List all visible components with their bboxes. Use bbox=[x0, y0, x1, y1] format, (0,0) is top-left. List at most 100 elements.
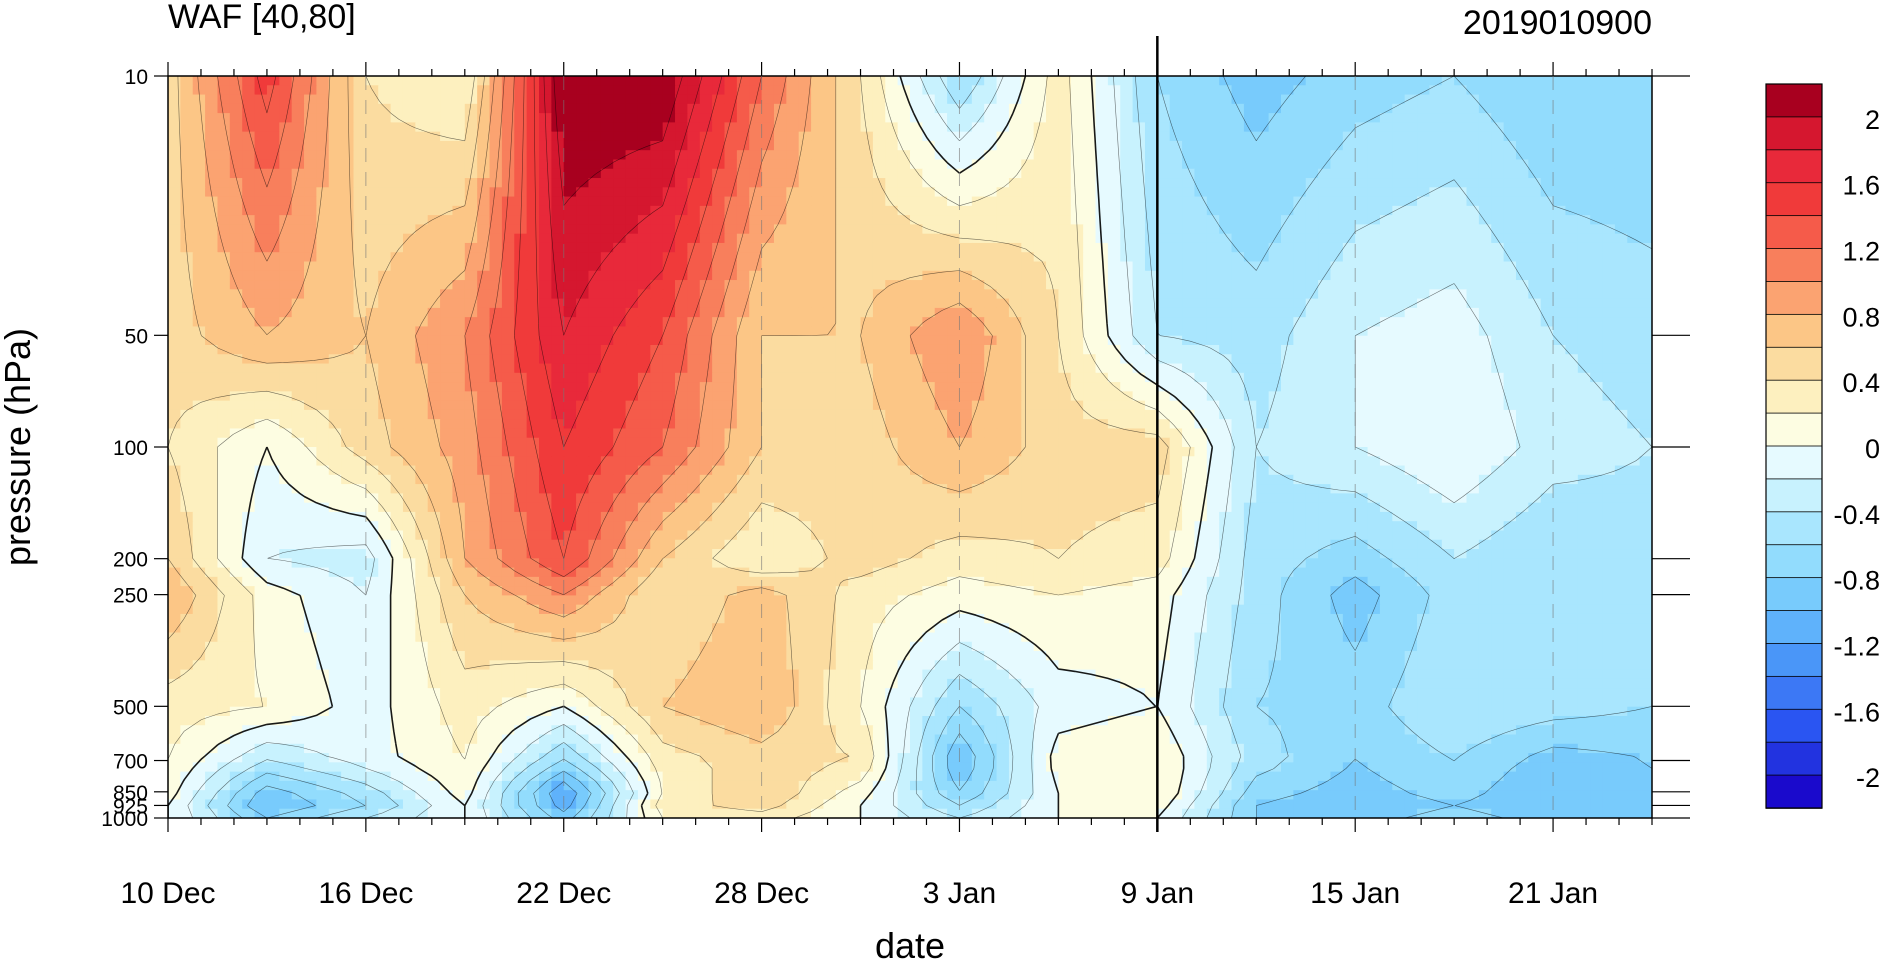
field-cell bbox=[736, 335, 750, 346]
field-cell bbox=[934, 131, 948, 142]
field-cell bbox=[192, 103, 206, 114]
field-cell bbox=[1330, 224, 1344, 235]
field-cell bbox=[1379, 437, 1393, 448]
field-cell bbox=[860, 242, 874, 253]
field-cell bbox=[1206, 168, 1220, 179]
field-cell bbox=[1528, 409, 1542, 420]
field-cell bbox=[786, 409, 800, 420]
field-cell bbox=[1008, 344, 1022, 355]
field-cell bbox=[1454, 261, 1468, 272]
field-cell bbox=[811, 103, 825, 114]
field-cell bbox=[464, 280, 478, 290]
field-cell bbox=[1243, 437, 1257, 448]
field-cell bbox=[761, 178, 775, 188]
field-cell bbox=[1083, 419, 1097, 430]
field-cell bbox=[971, 252, 985, 263]
field-cell bbox=[1602, 187, 1616, 198]
field-cell bbox=[761, 233, 775, 244]
field-cell bbox=[984, 447, 998, 457]
field-cell bbox=[1231, 131, 1245, 142]
field-cell bbox=[761, 113, 775, 123]
field-cell bbox=[489, 187, 503, 198]
field-cell bbox=[613, 335, 627, 346]
field-cell bbox=[1070, 242, 1084, 253]
field-cell bbox=[1528, 215, 1542, 226]
field-cell bbox=[1553, 242, 1567, 253]
field-cell bbox=[1219, 270, 1233, 281]
field-cell bbox=[489, 252, 503, 263]
field-cell bbox=[699, 261, 713, 272]
field-cell bbox=[291, 94, 305, 105]
field-cell bbox=[996, 391, 1010, 402]
field-cell bbox=[996, 131, 1010, 142]
field-cell bbox=[811, 131, 825, 142]
field-cell bbox=[625, 205, 639, 216]
field-cell bbox=[934, 307, 948, 318]
field-cell bbox=[514, 205, 528, 216]
field-cell bbox=[1379, 391, 1393, 402]
field-cell bbox=[551, 159, 565, 170]
field-cell bbox=[1256, 178, 1270, 188]
field-cell bbox=[724, 335, 738, 346]
field-cell bbox=[341, 131, 355, 142]
field-cell bbox=[1268, 372, 1282, 383]
field-cell bbox=[526, 103, 540, 114]
field-cell bbox=[1404, 122, 1418, 133]
field-cell bbox=[1243, 85, 1257, 96]
field-cell bbox=[761, 335, 775, 346]
field-cell bbox=[1454, 344, 1468, 355]
field-cell bbox=[662, 382, 676, 392]
field-cell bbox=[440, 233, 454, 244]
field-cell bbox=[947, 178, 961, 188]
field-cell bbox=[304, 159, 317, 170]
field-cell bbox=[1478, 289, 1492, 300]
field-cell bbox=[1429, 326, 1443, 337]
field-cell bbox=[1614, 372, 1628, 383]
field-cell bbox=[1046, 298, 1059, 309]
field-cell bbox=[712, 270, 726, 281]
field-cell bbox=[1491, 94, 1505, 105]
field-cell bbox=[1219, 391, 1233, 402]
field-cell bbox=[1070, 270, 1084, 281]
field-cell bbox=[786, 113, 800, 123]
field-cell bbox=[761, 280, 775, 290]
field-cell bbox=[440, 419, 454, 430]
field-cell bbox=[464, 382, 478, 392]
field-cell bbox=[1256, 224, 1270, 235]
field-cell bbox=[1441, 76, 1455, 86]
field-cell bbox=[168, 419, 181, 430]
field-cell bbox=[1033, 168, 1047, 179]
field-cell bbox=[823, 419, 837, 430]
field-cell bbox=[353, 224, 367, 235]
field-cell bbox=[1157, 326, 1171, 337]
field-cell bbox=[205, 178, 219, 188]
field-cell bbox=[675, 94, 688, 105]
field-cell bbox=[1441, 372, 1455, 383]
field-cell bbox=[217, 140, 231, 151]
field-cell bbox=[637, 224, 651, 235]
field-cell bbox=[959, 289, 973, 300]
field-cell bbox=[192, 233, 206, 244]
field-cell bbox=[192, 187, 206, 198]
field-cell bbox=[1046, 363, 1059, 374]
field-cell bbox=[1342, 391, 1356, 402]
field-cell bbox=[650, 215, 664, 226]
field-cell bbox=[1404, 400, 1418, 411]
field-cell bbox=[971, 196, 985, 207]
field-cell bbox=[1404, 409, 1418, 420]
field-cell bbox=[1392, 224, 1406, 235]
field-cell bbox=[971, 335, 985, 346]
field-cell bbox=[1256, 215, 1270, 226]
field-cell bbox=[1565, 140, 1579, 151]
field-cell bbox=[501, 76, 515, 86]
field-cell bbox=[650, 85, 664, 96]
field-cell bbox=[1515, 437, 1529, 448]
field-cell bbox=[168, 280, 181, 290]
field-cell bbox=[687, 437, 701, 448]
field-cell bbox=[304, 391, 317, 402]
field-cell bbox=[1157, 409, 1171, 420]
field-cell bbox=[279, 456, 293, 467]
field-cell bbox=[1083, 150, 1097, 161]
field-cell bbox=[934, 363, 948, 374]
field-cell bbox=[1627, 289, 1641, 300]
